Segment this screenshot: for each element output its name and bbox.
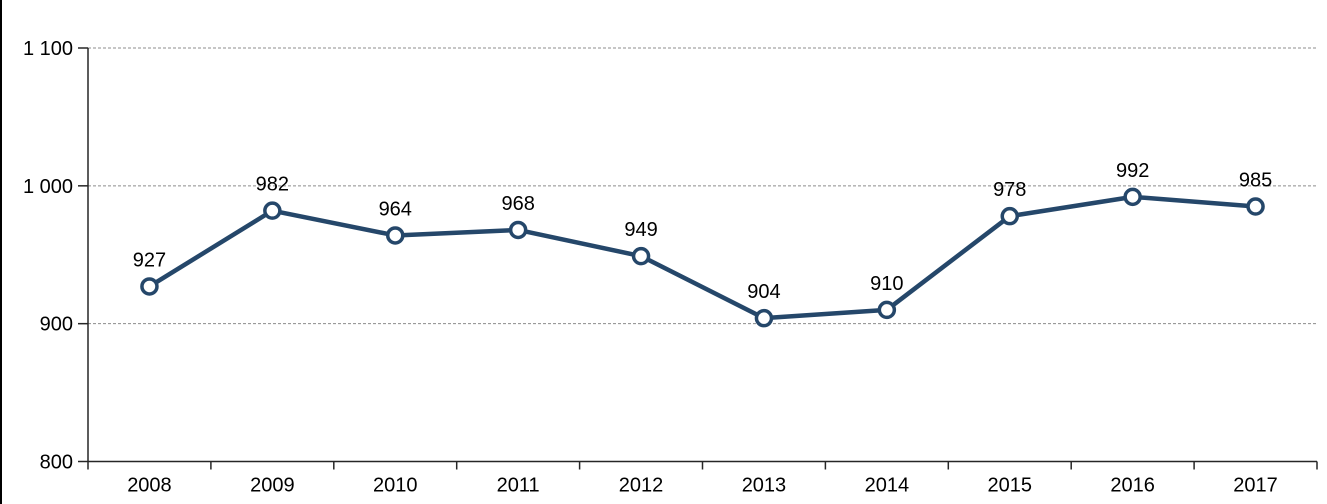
data-label-2015: 978 [993,179,1026,201]
x-axis-label-2014: 2014 [865,475,910,497]
x-axis-label-2013: 2013 [742,475,787,497]
data-point-2017 [1246,197,1265,216]
page-left-border [0,0,2,504]
x-axis-label-2010: 2010 [373,475,418,497]
data-point-2013 [754,308,774,328]
data-label-2009: 982 [256,174,289,196]
data-label-2016: 992 [1116,160,1149,182]
data-point-2012 [631,246,651,266]
data-label-2017: 985 [1239,170,1272,192]
data-label-2011: 968 [501,193,534,215]
data-point-2009 [263,201,282,220]
x-axis-label-2016: 2016 [1110,475,1155,497]
y-axis-label-1000: 1 000 [23,176,73,198]
data-point-2008 [140,277,159,296]
data-point-2016 [1123,187,1142,207]
data-label-2012: 949 [624,219,657,241]
x-axis-label-2015: 2015 [988,475,1033,497]
data-point-2015 [1000,206,1019,226]
data-line [147,194,1258,321]
y-axis-label-1100: 1 100 [23,38,73,60]
x-axis-label-2009: 2009 [250,475,295,497]
x-axis-label-2017: 2017 [1233,475,1278,497]
x-axis-label-2008: 2008 [127,475,172,497]
x-axis-label-2011: 2011 [497,475,540,497]
data-point-2010 [386,226,405,245]
data-point-2014 [877,300,897,320]
y-axis-label-900: 900 [40,314,73,336]
data-label-2010: 964 [379,198,412,220]
data-point-2011 [508,220,528,240]
data-label-2008: 927 [133,249,166,271]
data-label-2013: 904 [747,281,780,303]
data-label-2014: 910 [870,273,903,295]
y-axis-label-800: 800 [40,452,73,474]
x-axis-label-2012: 2012 [619,475,664,497]
